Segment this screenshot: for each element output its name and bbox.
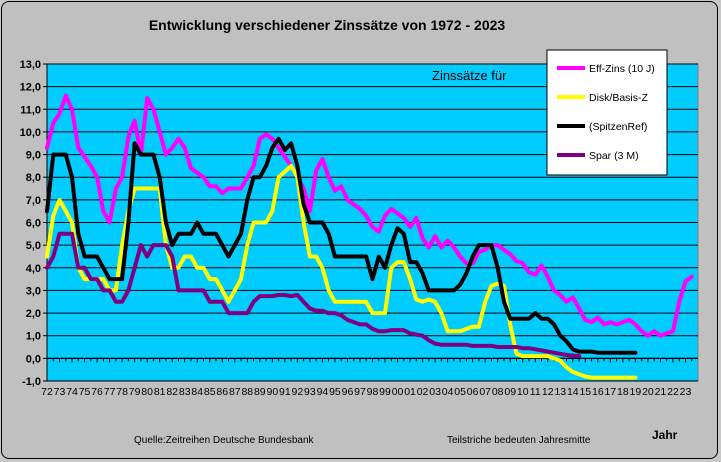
x-tick-label: 76 [91,386,103,398]
x-tick-label: 20 [642,386,654,398]
x-tick-label: 79 [129,386,141,398]
x-tick-label: 86 [216,386,228,398]
plot-annotation: Zinssätze für [432,68,507,83]
x-tick-label: 05 [454,386,466,398]
legend-label: (SpitzenRef) [589,121,647,133]
x-tick-label: 12 [542,386,554,398]
y-tick-label: 5,0 [26,240,41,252]
x-tick-label: 14 [567,386,579,398]
x-tick-label: 17 [605,386,617,398]
x-tick-label: 00 [392,386,404,398]
y-tick-label: 4,0 [26,263,41,275]
y-tick-label: 3,0 [26,285,41,297]
x-tick-label: 22 [667,386,679,398]
y-tick-label: 0,0 [26,353,41,365]
series-line [45,136,638,355]
x-tick-label: 80 [141,386,153,398]
x-tick-label: 82 [166,386,178,398]
x-tick-label: 07 [479,386,491,398]
y-tick-label: 8,0 [26,172,41,184]
x-tick-label: 96 [342,386,354,398]
x-tick-label: 97 [354,386,366,398]
x-tick-label: 21 [655,386,667,398]
y-tick-label: 2,0 [26,308,41,320]
x-tick-label: 91 [279,386,291,398]
x-tick-label: 81 [154,386,166,398]
x-tick-label: 04 [442,386,454,398]
chart-title: Entwicklung verschiedener Zinssätze von … [149,17,506,33]
y-tick-label: 13,0 [20,59,41,71]
x-tick-label: 95 [329,386,341,398]
x-tick-label: 72 [41,386,53,398]
x-tick-label: 78 [116,386,128,398]
x-tick-label: 75 [79,386,91,398]
x-tick-label: 18 [617,386,629,398]
x-tick-label: 88 [241,386,253,398]
x-tick-label: 16 [592,386,604,398]
x-tick-label: 93 [304,386,316,398]
x-axis: 72 73 74 75 76 77 78 79 80 81 82 83 84 85 86 87 88 89 90 91… [41,357,698,398]
x-tick-label: 15 [579,386,591,398]
series-line [45,231,582,359]
y-tick-label: 7,0 [26,195,41,207]
x-tick-label: 10 [517,386,529,398]
legend-label: Spar (3 M) [589,150,639,162]
x-tick-label: 89 [254,386,266,398]
x-tick-label: 03 [429,386,441,398]
x-tick-label: 99 [379,386,391,398]
legend-label: Disk/Basis-Z [589,92,649,104]
y-tick-label: 1,0 [26,331,41,343]
gridlines [47,63,698,382]
series-line [45,93,694,338]
x-tick-label: 06 [467,386,479,398]
y-tick-label: 11,0 [20,104,41,116]
x-tick-label: 19 [630,386,642,398]
x-tick-label: 73 [54,386,66,398]
x-tick-label: 87 [229,386,241,398]
x-tick-label: 85 [204,386,216,398]
x-tick-label: 01 [404,386,416,398]
y-tick-label: 6,0 [26,218,41,230]
tick-note: Teilstriche bedeuten Jahresmitte [447,435,591,446]
legend: Eff-Zins (10 J) Disk/Basis-Z (SpitzenRef) S… [546,49,668,176]
x-tick-label: 74 [66,386,78,398]
source-note: Quelle:Zeitreihen Deutsche Bundesbank [134,435,315,446]
series-lines [45,93,694,380]
x-tick-label: 08 [492,386,504,398]
x-axis-title: Jahr [652,428,678,442]
y-tick-label: 12,0 [20,82,41,94]
legend-label: Eff-Zins (10 J) [589,63,655,75]
y-tick-label: -1,0 [22,376,41,388]
x-tick-label: 77 [104,386,116,398]
x-tick-label: 84 [191,386,203,398]
x-tick-label: 09 [504,386,516,398]
x-tick-label: 83 [179,386,191,398]
x-tick-label: 23 [680,386,692,398]
x-tick-label: 13 [554,386,566,398]
y-axis: -1,0 0,0 1,0 2,0 3,0 4,0 5,0 6,0 7,0 8,0 9,0 10,0 11… [20,59,48,388]
x-tick-label: 90 [267,386,279,398]
x-tick-label: 94 [317,386,329,398]
y-tick-label: 10,0 [20,127,41,139]
series-line [45,163,638,380]
x-tick-label: 92 [292,386,304,398]
y-tick-label: 9,0 [26,150,41,162]
x-tick-label: 11 [530,386,541,398]
x-tick-label: 02 [417,386,429,398]
x-tick-label: 98 [367,386,379,398]
